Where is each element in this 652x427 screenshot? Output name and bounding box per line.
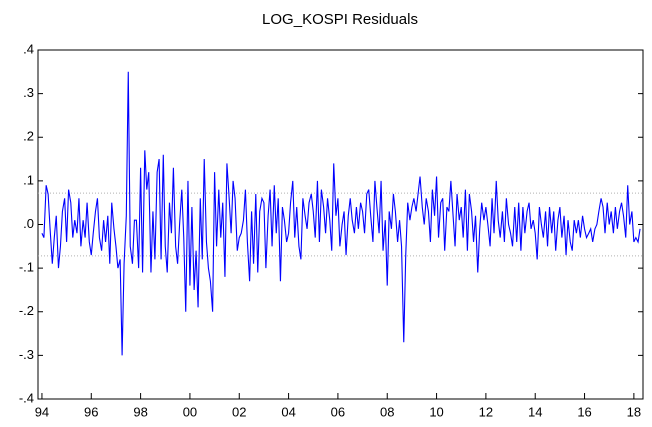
y-tick-label: .4 bbox=[23, 41, 34, 56]
x-tick-label: 96 bbox=[84, 404, 98, 419]
x-tick-label: 98 bbox=[133, 404, 147, 419]
y-tick-label: -.4 bbox=[19, 390, 34, 405]
y-tick-label: -.2 bbox=[19, 303, 34, 318]
x-tick-label: 14 bbox=[528, 404, 542, 419]
x-tick-label: 12 bbox=[479, 404, 493, 419]
chart-title: LOG_KOSPI Residuals bbox=[262, 11, 418, 28]
series-line bbox=[41, 71, 641, 356]
y-tick-label: -.3 bbox=[19, 347, 34, 362]
x-tick-label: 04 bbox=[281, 404, 295, 419]
y-tick-label: .2 bbox=[23, 129, 34, 144]
x-tick-label: 18 bbox=[627, 404, 641, 419]
y-tick-label: .0 bbox=[23, 216, 34, 231]
x-tick-label: 94 bbox=[35, 404, 49, 419]
y-tick-label: .3 bbox=[23, 85, 34, 100]
x-tick-label: 06 bbox=[331, 404, 345, 419]
x-tick-label: 02 bbox=[232, 404, 246, 419]
x-tick-label: 16 bbox=[577, 404, 591, 419]
x-tick-label: 00 bbox=[183, 404, 197, 419]
x-tick-label: 10 bbox=[429, 404, 443, 419]
y-tick-label: .1 bbox=[23, 172, 34, 187]
y-tick-label: -.1 bbox=[19, 260, 34, 275]
x-tick-label: 08 bbox=[380, 404, 394, 419]
